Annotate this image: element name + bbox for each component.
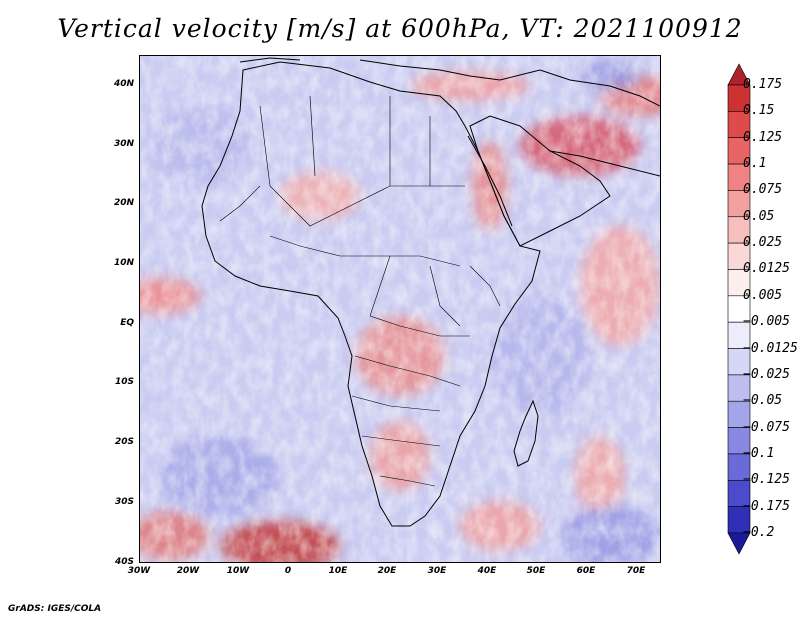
lat-label-40s: 40S: [114, 557, 134, 567]
lon-label-30w: 30W: [127, 566, 151, 576]
colorbar-level-label: 0.05: [743, 208, 775, 224]
chart-title: Vertical velocity [m/s] at 600hPa, VT: 2…: [57, 14, 743, 43]
lon-label-30e: 30E: [427, 566, 447, 576]
colorbar-level-label: 0.075: [743, 182, 783, 198]
colorbar-level-label: 0.005: [743, 287, 783, 303]
colorbar-level-label: −0.0125: [743, 340, 798, 356]
country-borders: [219, 95, 501, 487]
lat-label-20s: 20S: [114, 437, 134, 447]
lon-label-10w: 10W: [226, 566, 250, 576]
colorbar-level-label: −0.125: [743, 472, 790, 488]
colorbar: [727, 63, 751, 555]
lat-label-40n: 40N: [113, 79, 134, 89]
grads-credit: GrADS: IGES/COLA: [8, 604, 102, 614]
velocity-field-map: [140, 56, 660, 562]
colorbar-level-label: 0.125: [743, 129, 783, 145]
lon-label-10e: 10E: [328, 566, 348, 576]
colorbar-level-label: 0.15: [743, 103, 775, 119]
colorbar-level-label: 0.1: [743, 156, 767, 172]
lat-label-20n: 20N: [113, 198, 134, 208]
lon-label-0: 0: [284, 566, 292, 576]
colorbar-level-label: −0.175: [743, 498, 790, 514]
lat-label-10n: 10N: [113, 258, 134, 268]
lat-label-30s: 30S: [114, 497, 134, 507]
colorbar-level-label: −0.1: [743, 445, 775, 461]
lon-label-60e: 60E: [576, 566, 596, 576]
colorbar-level-label: 0.175: [743, 77, 783, 92]
colorbar-level-label: −0.2: [743, 525, 775, 540]
lon-label-20w: 20W: [176, 566, 200, 576]
lon-label-20e: 20E: [377, 566, 397, 576]
colorbar-level-label: 0.0125: [743, 261, 790, 277]
lon-label-50e: 50E: [526, 566, 546, 576]
lon-label-40e: 40E: [477, 566, 497, 576]
coastlines: [201, 57, 660, 527]
colorbar-swatch-18: [727, 532, 751, 555]
colorbar-level-label: 0.025: [743, 235, 783, 251]
colorbar-level-label: −0.005: [743, 314, 790, 330]
colorbar-level-label: −0.075: [743, 419, 790, 435]
lat-label-eq: EQ: [120, 318, 134, 328]
colorbar-level-label: −0.025: [743, 366, 790, 382]
colorbar-level-label: −0.05: [743, 393, 783, 409]
lat-label-30n: 30N: [113, 139, 134, 149]
map-panel: [139, 55, 661, 563]
lon-label-70e: 70E: [626, 566, 646, 576]
lat-label-10s: 10S: [114, 377, 134, 387]
